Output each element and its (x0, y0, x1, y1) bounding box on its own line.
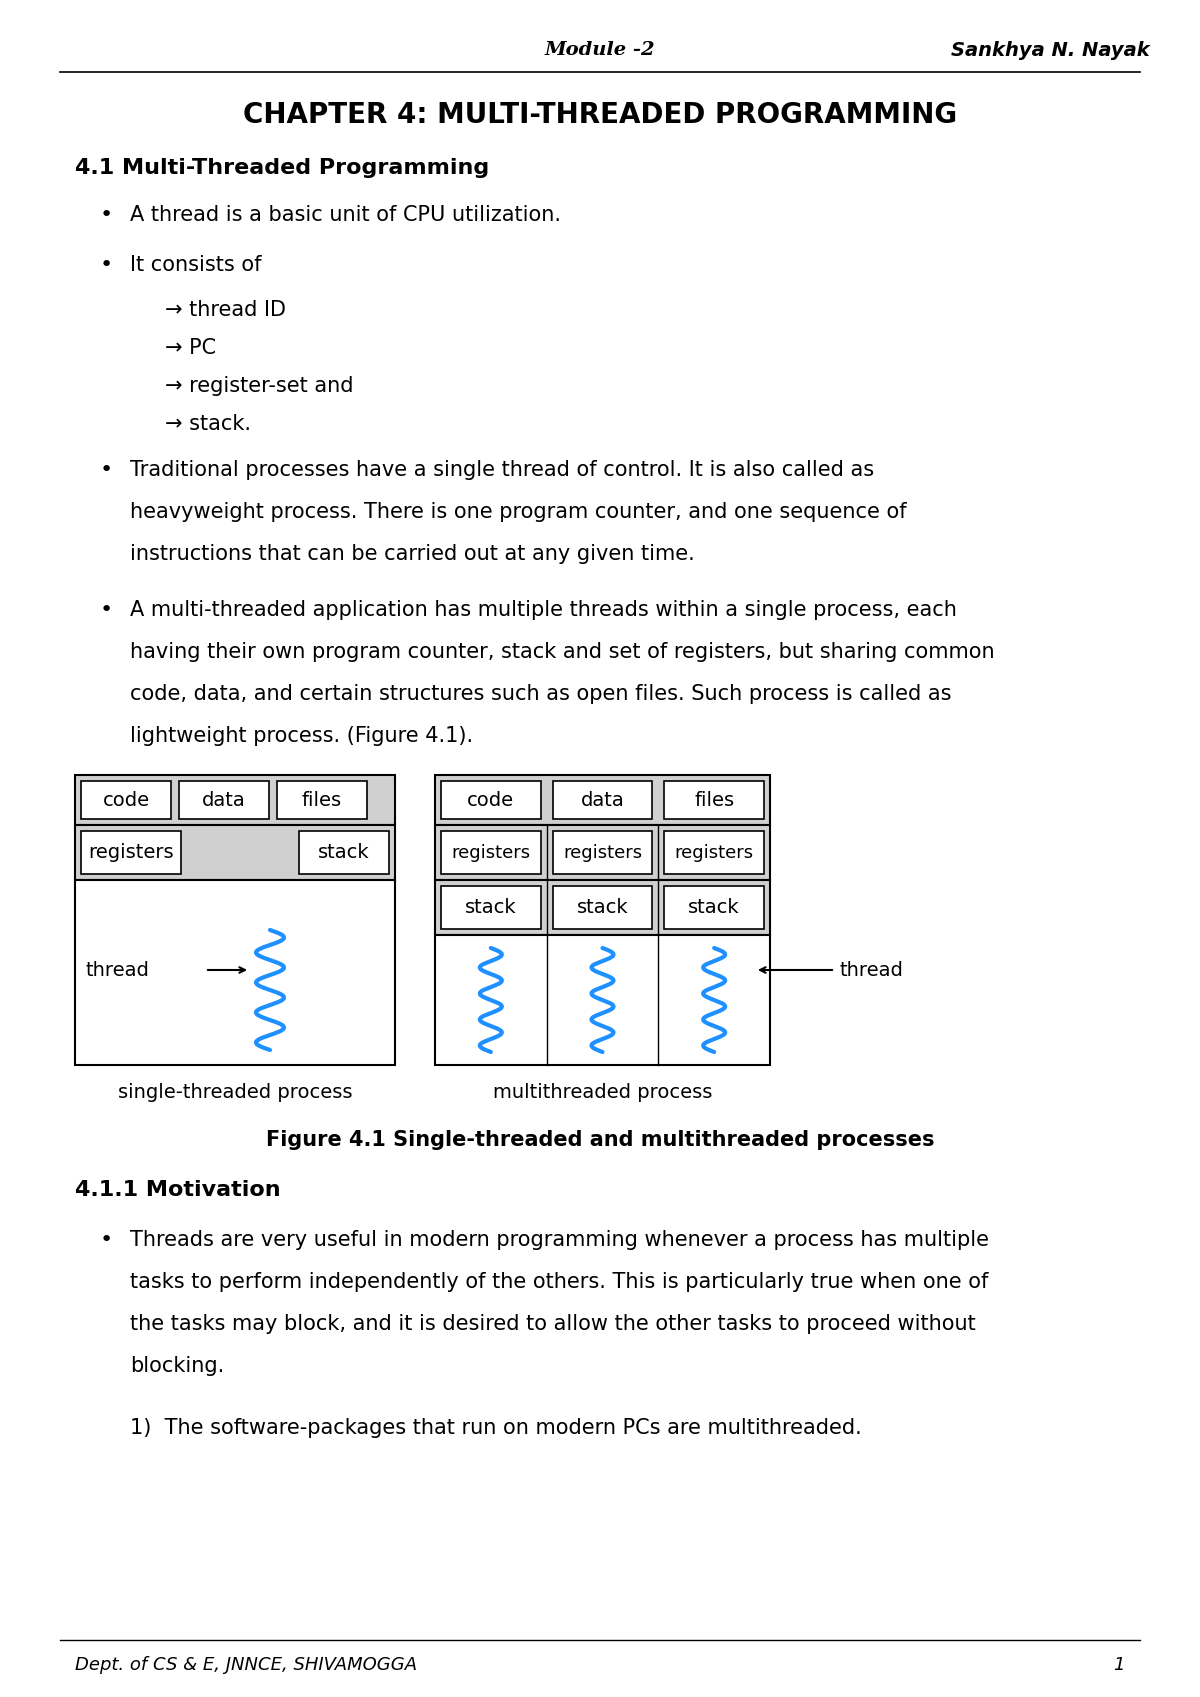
Bar (179, 781, 269, 820)
Bar (553, 832, 653, 874)
Bar (74, 881, 395, 1066)
Bar (553, 781, 653, 820)
Text: code, data, and certain structures such as open files. Such process is called as: code, data, and certain structures such … (130, 684, 952, 704)
Bar (82, 781, 172, 820)
Text: Module -2: Module -2 (545, 41, 655, 59)
Bar (82, 832, 181, 874)
Bar (436, 776, 770, 825)
Bar (665, 781, 764, 820)
Bar (74, 825, 395, 881)
Bar (442, 781, 541, 820)
Text: registers: registers (451, 843, 530, 862)
Bar (665, 832, 764, 874)
Bar (299, 832, 389, 874)
Text: registers: registers (674, 843, 754, 862)
Text: Figure 4.1 Single-threaded and multithreaded processes: Figure 4.1 Single-threaded and multithre… (265, 1130, 935, 1151)
Text: stack: stack (318, 843, 370, 862)
Text: files: files (302, 791, 342, 809)
Text: thread: thread (85, 961, 149, 979)
Text: Sankhya N. Nayak: Sankhya N. Nayak (950, 41, 1150, 59)
Text: 1)  The software-packages that run on modern PCs are multithreaded.: 1) The software-packages that run on mod… (130, 1419, 862, 1437)
Bar (74, 776, 395, 825)
Text: CHAPTER 4: MULTI-THREADED PROGRAMMING: CHAPTER 4: MULTI-THREADED PROGRAMMING (242, 102, 958, 129)
Text: 1: 1 (1114, 1656, 1126, 1673)
Text: •: • (100, 460, 113, 480)
Text: data: data (202, 791, 246, 809)
Text: code: code (467, 791, 515, 809)
Bar (436, 881, 770, 935)
Text: heavyweight process. There is one program counter, and one sequence of: heavyweight process. There is one progra… (130, 502, 907, 523)
Text: 4.1.1 Motivation: 4.1.1 Motivation (74, 1179, 281, 1200)
Text: having their own program counter, stack and set of registers, but sharing common: having their own program counter, stack … (130, 641, 995, 662)
Text: → PC: → PC (166, 338, 216, 358)
Bar (436, 825, 770, 881)
Text: data: data (581, 791, 624, 809)
Text: single-threaded process: single-threaded process (118, 1083, 353, 1103)
Text: → stack.: → stack. (166, 414, 251, 434)
Text: 4.1 Multi-Threaded Programming: 4.1 Multi-Threaded Programming (74, 158, 490, 178)
Text: stack: stack (466, 898, 517, 916)
Text: It consists of: It consists of (130, 255, 262, 275)
Text: tasks to perform independently of the others. This is particularly true when one: tasks to perform independently of the ot… (130, 1273, 989, 1291)
Text: the tasks may block, and it is desired to allow the other tasks to proceed witho: the tasks may block, and it is desired t… (130, 1313, 976, 1334)
Text: → thread ID: → thread ID (166, 300, 286, 321)
Bar (553, 886, 653, 928)
Text: registers: registers (88, 843, 174, 862)
Text: •: • (100, 601, 113, 619)
Text: A thread is a basic unit of CPU utilization.: A thread is a basic unit of CPU utilizat… (130, 205, 562, 226)
Text: code: code (102, 791, 150, 809)
Text: instructions that can be carried out at any given time.: instructions that can be carried out at … (130, 545, 695, 563)
Bar (436, 935, 770, 1066)
Text: lightweight process. (Figure 4.1).: lightweight process. (Figure 4.1). (130, 726, 473, 747)
Text: •: • (100, 205, 113, 226)
Text: Threads are very useful in modern programming whenever a process has multiple: Threads are very useful in modern progra… (130, 1230, 989, 1251)
Text: files: files (694, 791, 734, 809)
Text: multithreaded process: multithreaded process (493, 1083, 712, 1103)
Text: stack: stack (577, 898, 629, 916)
Text: stack: stack (689, 898, 740, 916)
Text: thread: thread (840, 961, 904, 979)
Bar (442, 886, 541, 928)
Text: •: • (100, 255, 113, 275)
Text: •: • (100, 1230, 113, 1251)
Text: A multi-threaded application has multiple threads within a single process, each: A multi-threaded application has multipl… (130, 601, 956, 619)
Text: blocking.: blocking. (130, 1356, 224, 1376)
Bar (277, 781, 367, 820)
Bar (442, 832, 541, 874)
Text: registers: registers (563, 843, 642, 862)
Text: Dept. of CS & E, JNNCE, SHIVAMOGGA: Dept. of CS & E, JNNCE, SHIVAMOGGA (74, 1656, 418, 1673)
Bar (665, 886, 764, 928)
Text: Traditional processes have a single thread of control. It is also called as: Traditional processes have a single thre… (130, 460, 874, 480)
Text: → register-set and: → register-set and (166, 377, 354, 395)
